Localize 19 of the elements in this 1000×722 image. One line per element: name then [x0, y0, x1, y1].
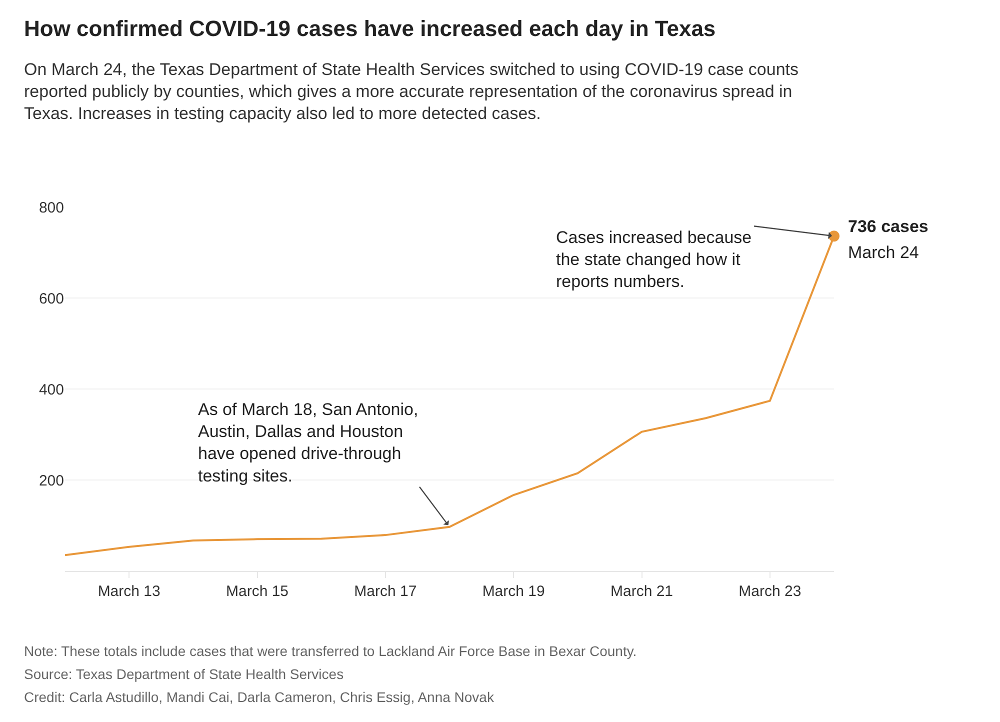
- chart-subtitle: On March 24, the Texas Department of State Health Services switched to using COVID-19 case counts reported publicly by counties, which gives a more accurate representation of the coronavirus spread in Texas. Increases in testing capacity also led to more detected cases.: [24, 60, 799, 124]
- annotation: Cases increased because the state changed how it reports numbers.: [556, 228, 752, 292]
- y-tick-label: 400: [38, 381, 64, 398]
- text: Note: These totals include cases that were transferred to Lackland Air Force Base in Bexar County.: [24, 643, 637, 659]
- y-tick-label: 200: [38, 472, 64, 490]
- annotation: March 24: [848, 243, 919, 262]
- source-note: Source: Texas Department of State Health Services: [24, 666, 344, 682]
- x-tick-label: March 15: [226, 583, 289, 600]
- annotation: As of March 18, San Antonio, Austin, Dallas and Houston have opened drive-through testing sites.: [198, 400, 418, 486]
- x-tick-label: March 17: [354, 583, 417, 600]
- y-tick-label: 800: [38, 199, 64, 216]
- annotation: 736 cases: [848, 217, 928, 236]
- y-tick-label: 600: [38, 290, 64, 308]
- chart-title: How confirmed COVID-19 cases have increased each day in Texas: [24, 16, 716, 41]
- x-tick-label: March 21: [610, 583, 674, 600]
- x-tick-label: March 13: [98, 583, 160, 600]
- x-tick-label: March 23: [738, 583, 802, 600]
- x-tick-label: March 19: [482, 583, 545, 600]
- text: Credit: Carla Astudillo, Mandi Cai, Darla Cameron, Chris Essig, Anna Novak: [24, 689, 495, 705]
